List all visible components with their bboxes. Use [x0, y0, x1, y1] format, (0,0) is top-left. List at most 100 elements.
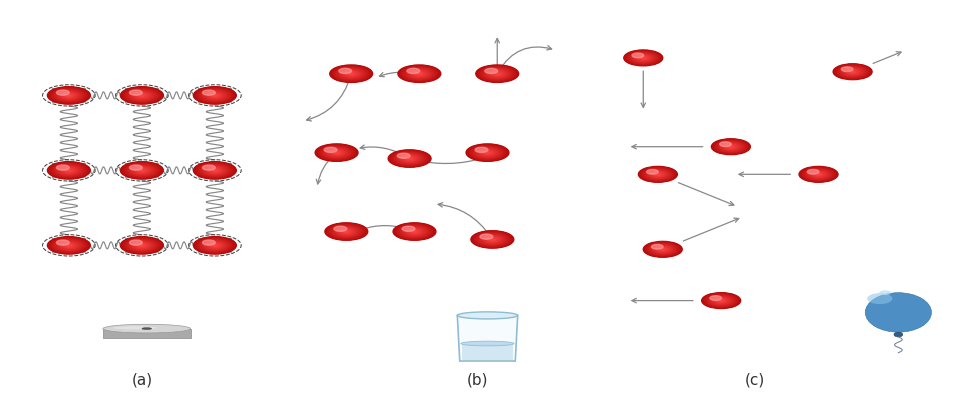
Circle shape [721, 142, 742, 151]
Circle shape [401, 66, 439, 82]
Circle shape [407, 228, 423, 235]
Circle shape [134, 92, 150, 99]
Circle shape [724, 144, 737, 149]
Circle shape [203, 166, 227, 175]
Circle shape [481, 67, 514, 80]
Circle shape [48, 162, 91, 179]
Circle shape [53, 164, 86, 177]
Circle shape [197, 238, 233, 253]
Circle shape [816, 173, 821, 175]
Circle shape [213, 169, 217, 171]
Circle shape [397, 224, 432, 239]
Circle shape [485, 69, 510, 79]
Circle shape [645, 242, 680, 256]
Circle shape [398, 154, 421, 164]
Circle shape [315, 144, 358, 161]
Circle shape [492, 72, 502, 76]
Circle shape [646, 169, 670, 179]
Circle shape [730, 146, 732, 147]
Circle shape [340, 69, 362, 78]
Circle shape [122, 237, 162, 253]
Circle shape [53, 239, 86, 252]
Circle shape [124, 88, 160, 103]
Circle shape [404, 227, 425, 236]
Circle shape [129, 90, 155, 101]
Circle shape [51, 88, 87, 103]
Circle shape [840, 67, 865, 76]
Circle shape [479, 149, 496, 156]
Circle shape [133, 91, 151, 99]
Circle shape [214, 95, 216, 96]
Circle shape [726, 145, 735, 148]
Circle shape [334, 67, 368, 80]
Circle shape [65, 169, 72, 172]
Polygon shape [103, 329, 190, 338]
Circle shape [330, 65, 372, 82]
Circle shape [137, 244, 146, 247]
Circle shape [413, 71, 425, 76]
Circle shape [847, 70, 858, 74]
Circle shape [50, 88, 88, 103]
Circle shape [332, 151, 341, 154]
Circle shape [800, 167, 837, 182]
Circle shape [707, 295, 735, 306]
Circle shape [193, 162, 236, 179]
Circle shape [53, 89, 86, 102]
Circle shape [206, 91, 224, 99]
Circle shape [338, 69, 352, 74]
Circle shape [66, 169, 71, 171]
Circle shape [140, 245, 143, 246]
Circle shape [486, 152, 489, 154]
Circle shape [638, 56, 648, 60]
Circle shape [653, 246, 673, 253]
Circle shape [346, 72, 356, 76]
Circle shape [138, 169, 145, 172]
Circle shape [130, 90, 142, 95]
Circle shape [839, 67, 866, 77]
Circle shape [408, 228, 421, 234]
Circle shape [407, 69, 433, 79]
Circle shape [403, 67, 436, 80]
Circle shape [200, 239, 230, 251]
Circle shape [195, 237, 235, 253]
Circle shape [125, 239, 159, 252]
Circle shape [66, 244, 71, 246]
Circle shape [488, 238, 497, 242]
Circle shape [727, 145, 734, 148]
Circle shape [134, 167, 150, 174]
Circle shape [140, 95, 143, 96]
Circle shape [841, 67, 853, 72]
Circle shape [318, 145, 356, 160]
Circle shape [477, 65, 518, 82]
Circle shape [646, 169, 658, 174]
Circle shape [412, 230, 417, 232]
Circle shape [802, 168, 835, 181]
Circle shape [624, 50, 663, 66]
Circle shape [335, 152, 337, 153]
Circle shape [67, 95, 70, 96]
Circle shape [198, 164, 231, 177]
Circle shape [651, 244, 663, 249]
Circle shape [196, 238, 234, 253]
Circle shape [57, 165, 69, 170]
Circle shape [629, 52, 657, 64]
Circle shape [201, 240, 229, 251]
Circle shape [56, 90, 82, 101]
Circle shape [316, 145, 357, 161]
Circle shape [121, 87, 163, 104]
Circle shape [333, 226, 347, 231]
Circle shape [212, 94, 218, 97]
Circle shape [396, 224, 434, 239]
Circle shape [132, 166, 152, 175]
Circle shape [203, 240, 227, 250]
Circle shape [195, 87, 235, 104]
Circle shape [485, 69, 497, 74]
Circle shape [415, 72, 423, 75]
Circle shape [345, 231, 347, 232]
Circle shape [49, 162, 89, 179]
Circle shape [402, 155, 418, 162]
Ellipse shape [894, 332, 903, 337]
Circle shape [214, 170, 216, 171]
Circle shape [393, 223, 436, 240]
Circle shape [121, 162, 163, 179]
